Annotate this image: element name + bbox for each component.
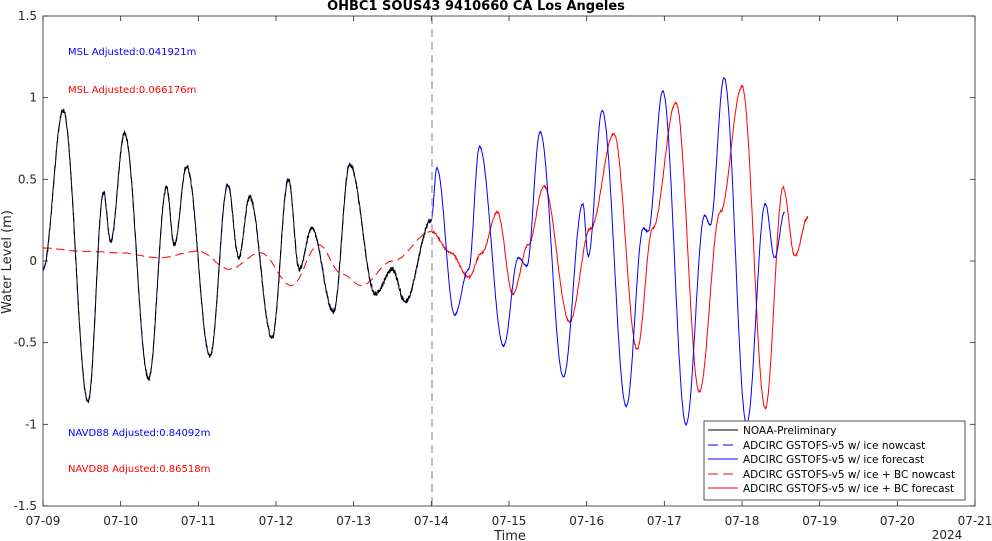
- series-line-red-forecast: [430, 84, 809, 410]
- y-tick-label: 1.5: [18, 9, 37, 23]
- legend: NOAA-Preliminary ADCIRC GSTOFS-v5 w/ ice…: [703, 420, 966, 501]
- x-year-label: 2024: [932, 528, 963, 541]
- x-axis-label: Time: [493, 529, 526, 541]
- x-tick-label: 07-14: [414, 514, 449, 528]
- chart-title: OHBC1 SOUS43 9410660 CA Los Angeles: [327, 0, 625, 14]
- legend-label-blue-forecast: ADCIRC GSTOFS-v5 w/ ice forecast: [743, 454, 924, 466]
- y-tick-label: 0.5: [18, 172, 37, 186]
- series-line-noaa-preliminary: [42, 108, 432, 404]
- legend-label-noaa: NOAA-Preliminary: [743, 425, 836, 437]
- y-tick-label: -1: [25, 417, 37, 431]
- x-tick-label: 07-16: [569, 514, 604, 528]
- x-tick-label: 07-13: [336, 514, 371, 528]
- legend-box: [703, 420, 966, 501]
- x-tick-label: 07-15: [492, 514, 527, 528]
- series-line-red-nowcast: [43, 230, 432, 287]
- msl-adjusted-blue: MSL Adjusted:0.041921m: [68, 47, 196, 58]
- series-line-blue-forecast: [431, 76, 786, 426]
- x-tick-label: 07-21: [958, 514, 992, 528]
- y-tick-label: 0: [29, 254, 37, 268]
- y-tick-label: 1: [29, 91, 37, 105]
- series-line-blue-nowcast: [42, 109, 432, 404]
- x-tick-label: 07-10: [103, 514, 138, 528]
- msl-adjusted-red: MSL Adjusted:0.066176m: [68, 85, 196, 96]
- x-tick-label: 07-12: [259, 514, 294, 528]
- axis-ticks: 07-09 07-10 07-11 07-12 07-13 07-14 07-15 07-16…: [14, 9, 992, 528]
- navd88-adjusted-red: NAVD88 Adjusted:0.86518m: [68, 464, 210, 475]
- y-axis-label: Water Level (m): [0, 210, 15, 314]
- x-tick-label: 07-17: [647, 514, 682, 528]
- x-tick-label: 07-09: [26, 514, 61, 528]
- legend-label-blue-nowcast: ADCIRC GSTOFS-v5 w/ ice nowcast: [743, 440, 925, 452]
- y-tick-label: -1.5: [14, 499, 37, 513]
- x-tick-label: 07-20: [880, 514, 915, 528]
- x-tick-label: 07-19: [802, 514, 837, 528]
- x-tick-label: 07-11: [181, 514, 216, 528]
- legend-label-red-forecast: ADCIRC GSTOFS-v5 w/ ice + BC forecast: [743, 483, 954, 495]
- plot-frame: [42, 15, 976, 507]
- legend-label-red-nowcast: ADCIRC GSTOFS-v5 w/ ice + BC nowcast: [743, 469, 955, 481]
- navd88-adjusted-blue: NAVD88 Adjusted:0.84092m: [68, 428, 210, 439]
- y-tick-label: -0.5: [14, 336, 37, 350]
- series-group: [42, 76, 809, 426]
- x-tick-label: 07-18: [725, 514, 760, 528]
